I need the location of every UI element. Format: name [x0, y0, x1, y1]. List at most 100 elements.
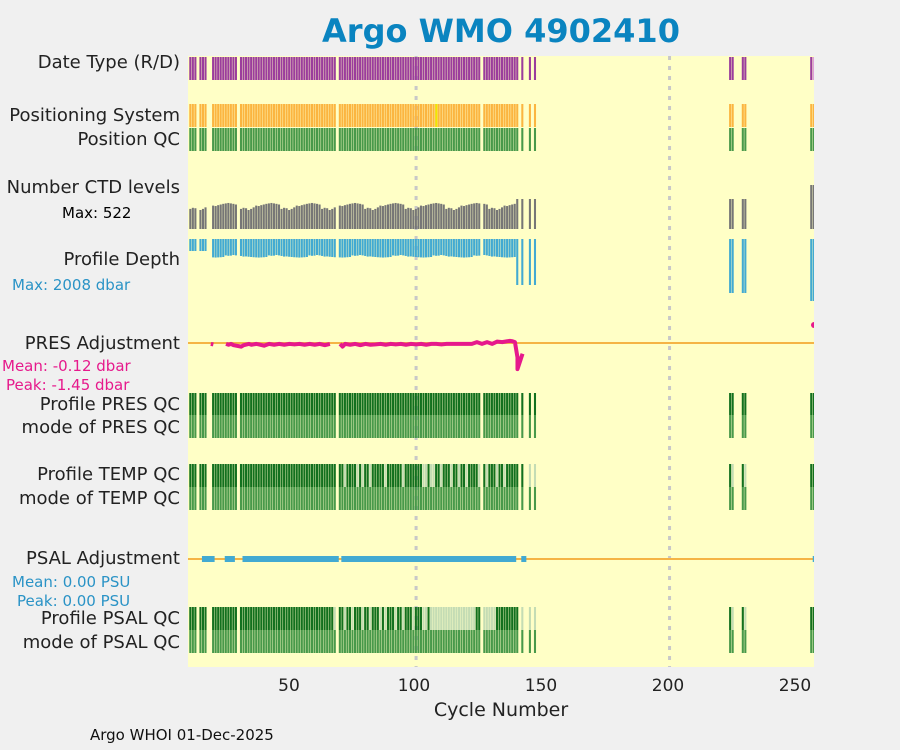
positioning-bar — [333, 104, 336, 127]
temp-mode-bar — [427, 487, 430, 510]
footer-credit: Argo WHOI 01-Dec-2025 — [90, 726, 274, 744]
position-qc-bar — [229, 128, 232, 151]
temp-qc-bar — [381, 464, 384, 487]
psal-qc-bar — [386, 607, 390, 630]
profile-depth-bar — [445, 239, 448, 256]
pres-qc-bar — [409, 393, 412, 415]
psal-mode-bar — [217, 630, 220, 653]
pres-qc-bar — [232, 393, 235, 415]
profile-depth-bar — [219, 239, 222, 258]
pres-qc-bar — [359, 393, 362, 415]
pres-qc-bar — [219, 393, 222, 415]
pres-qc-bar — [310, 393, 313, 415]
psal-mode-bar — [270, 630, 273, 653]
profile-depth-bar — [371, 239, 374, 257]
profile-depth-bar — [242, 239, 245, 257]
psal-qc-bar — [511, 607, 514, 630]
position-qc-bar — [521, 128, 524, 151]
pres-qc-bar — [290, 393, 293, 415]
positioning-bar — [470, 104, 473, 127]
temp-qc-bar — [460, 464, 463, 487]
ctd-levels-bar — [521, 199, 524, 229]
pres-mode-bar — [485, 415, 488, 438]
pres-qc-bar — [338, 393, 341, 415]
psal-mode-bar — [239, 630, 243, 653]
x-tick-label: 250 — [778, 676, 812, 696]
pres-qc-bar — [440, 393, 443, 415]
ctd-levels-bar — [354, 202, 357, 229]
date-type-bar — [376, 57, 379, 80]
position-qc-bar — [346, 128, 349, 151]
psal-mode-bar — [452, 630, 455, 653]
pres-qc-bar — [478, 393, 481, 415]
psal-mode-bar — [298, 630, 301, 653]
pres-mode-bar — [346, 415, 349, 438]
profile-depth-bar — [478, 239, 481, 256]
psal-mode-bar — [381, 630, 384, 653]
positioning-bar — [483, 104, 486, 127]
ctd-levels-bar — [508, 205, 511, 229]
pres-mode-bar — [810, 415, 813, 438]
pres-mode-bar — [300, 415, 303, 438]
profile-depth-bar — [318, 239, 321, 256]
temp-mode-bar — [394, 487, 397, 510]
psal-mode-bar — [293, 630, 296, 653]
temp-mode-bar — [199, 487, 202, 510]
date-type-bar — [346, 57, 349, 80]
temp-mode-bar — [501, 487, 504, 510]
profile-depth-bar — [498, 239, 501, 257]
pres-mode-bar — [270, 415, 273, 438]
positioning-bar — [381, 104, 384, 127]
date-type-bar — [374, 57, 377, 80]
temp-mode-bar — [485, 487, 488, 510]
psal-mode-bar — [516, 630, 519, 653]
pres-qc-bar — [422, 393, 425, 415]
profile-depth-bar — [440, 239, 443, 255]
pres-qc-bar — [488, 393, 491, 415]
temp-mode-bar — [262, 487, 265, 510]
profile-depth-bar — [435, 239, 438, 256]
date-type-bar — [379, 57, 382, 80]
position-qc-bar — [354, 128, 357, 151]
temp-qc-bar — [389, 464, 392, 487]
psal-qc-bar — [495, 607, 499, 630]
positioning-bar — [729, 104, 732, 127]
ctd-levels-bar — [430, 203, 433, 229]
temp-mode-bar — [247, 487, 250, 510]
pres-qc-bar — [384, 393, 387, 415]
date-type-bar — [392, 57, 395, 80]
position-qc-bar — [262, 128, 265, 151]
pres-mode-bar — [356, 415, 359, 438]
temp-qc-bar — [501, 464, 504, 487]
psal-mode-bar — [189, 630, 192, 653]
profile-depth-bar — [495, 239, 499, 257]
temp-qc-bar — [729, 464, 732, 487]
date-type-bar — [250, 57, 253, 80]
pres-qc-bar — [432, 393, 435, 415]
psal-qc-bar — [409, 607, 412, 630]
ctd-levels-bar — [404, 208, 407, 229]
psal-qc-bar — [290, 607, 293, 630]
pres-mode-bar — [285, 415, 288, 438]
pres-qc-bar — [191, 393, 194, 415]
position-qc-bar — [501, 128, 504, 151]
position-qc-bar — [234, 128, 237, 151]
position-qc-bar — [460, 128, 463, 151]
temp-mode-bar — [295, 487, 298, 510]
positioning-bar — [741, 104, 744, 127]
temp-qc-bar — [262, 464, 265, 487]
position-qc-bar — [381, 128, 384, 151]
positioning-bar — [191, 104, 194, 127]
ctd-levels-bar — [310, 202, 313, 229]
temp-mode-bar — [234, 487, 237, 510]
pres-mode-bar — [341, 415, 344, 438]
pres-mode-bar — [483, 415, 486, 438]
profile-depth-bar — [447, 239, 450, 257]
profile-depth-bar — [389, 239, 392, 257]
psal-qc-bar — [305, 607, 308, 630]
pres-qc-bar — [222, 393, 225, 415]
pres-mode-bar — [450, 415, 453, 438]
pres-qc-bar — [300, 393, 303, 415]
profile-depth-bar — [199, 239, 202, 251]
positioning-bar — [189, 104, 192, 127]
